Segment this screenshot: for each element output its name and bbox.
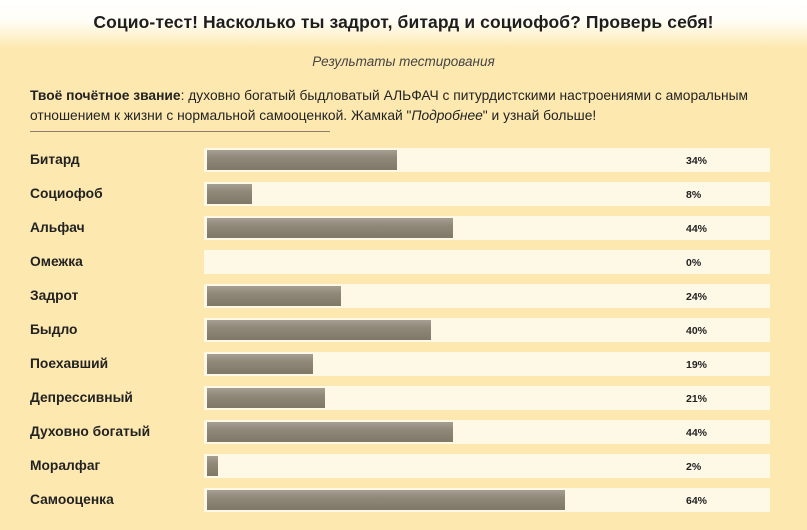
result-row: Поехавший 19% <box>0 352 807 386</box>
summary-tail: " и узнай больше! <box>482 108 597 123</box>
summary-label: Твоё почётное звание <box>30 88 181 103</box>
result-label: Альфач <box>30 220 85 235</box>
page-header: Социо-тест! Насколько ты задрот, битард … <box>0 0 807 46</box>
result-bar-track: 2% <box>204 454 770 478</box>
result-percent: 44% <box>686 223 708 235</box>
result-percent: 8% <box>686 189 702 201</box>
result-label: Моралфаг <box>30 458 101 473</box>
result-percent: 40% <box>686 325 708 337</box>
result-bar-fill <box>207 218 453 238</box>
result-row: Битард 34% <box>0 148 807 182</box>
result-bar-track: 24% <box>204 284 770 308</box>
result-bar-fill <box>207 184 252 204</box>
result-bar-fill <box>207 320 431 340</box>
result-percent: 44% <box>686 427 708 439</box>
result-row: Социофоб 8% <box>0 182 807 216</box>
result-percent: 34% <box>686 155 708 167</box>
result-row: Альфач 44% <box>0 216 807 250</box>
summary-link-text[interactable]: Подробнее <box>411 108 483 123</box>
result-percent: 19% <box>686 359 708 371</box>
result-percent: 24% <box>686 291 708 303</box>
result-label: Омежка <box>30 254 83 269</box>
result-bar-fill <box>207 490 565 510</box>
result-bar-fill <box>207 388 325 408</box>
result-summary: Твоё почётное звание: духовно богатый бы… <box>30 86 770 126</box>
page-title: Социо-тест! Насколько ты задрот, битард … <box>93 12 714 32</box>
result-bar-track: 44% <box>204 420 770 444</box>
result-label: Битард <box>30 152 80 167</box>
result-bar-track: 8% <box>204 182 770 206</box>
result-label: Самооценка <box>30 492 114 507</box>
result-row: Быдло 40% <box>0 318 807 352</box>
result-percent: 64% <box>686 495 708 507</box>
summary-text: : духовно богатый быдловатый АЛЬФАЧ с пи… <box>30 88 749 123</box>
result-bar-fill <box>207 422 453 442</box>
result-bar-fill <box>207 286 341 306</box>
results-list: Битард 34% Социофоб 8% Альфач 44% Омежка… <box>0 148 807 522</box>
result-bar-track: 19% <box>204 352 770 376</box>
result-label: Быдло <box>30 322 78 337</box>
divider <box>30 131 330 132</box>
result-percent: 2% <box>686 461 702 473</box>
result-row: Задрот 24% <box>0 284 807 318</box>
result-row: Депрессивный 21% <box>0 386 807 420</box>
result-label: Поехавший <box>30 356 109 371</box>
result-label: Задрот <box>30 288 79 303</box>
result-row: Моралфаг 2% <box>0 454 807 488</box>
result-label: Социофоб <box>30 186 103 201</box>
result-row: Духовно богатый 44% <box>0 420 807 454</box>
result-label: Духовно богатый <box>30 424 151 439</box>
result-bar-fill <box>207 150 397 170</box>
result-row: Омежка 0% <box>0 250 807 284</box>
result-percent: 0% <box>686 257 702 269</box>
result-bar-track: 34% <box>204 148 770 172</box>
result-row: Самооценка 64% <box>0 488 807 522</box>
result-bar-track: 21% <box>204 386 770 410</box>
result-label: Депрессивный <box>30 390 133 405</box>
result-percent: 21% <box>686 393 708 405</box>
results-subtitle: Результаты тестирования <box>312 54 495 69</box>
result-bar-fill <box>207 456 218 476</box>
result-bar-track: 0% <box>204 250 770 274</box>
result-bar-fill <box>207 354 313 374</box>
result-bar-track: 40% <box>204 318 770 342</box>
result-bar-track: 44% <box>204 216 770 240</box>
result-bar-track: 64% <box>204 488 770 512</box>
